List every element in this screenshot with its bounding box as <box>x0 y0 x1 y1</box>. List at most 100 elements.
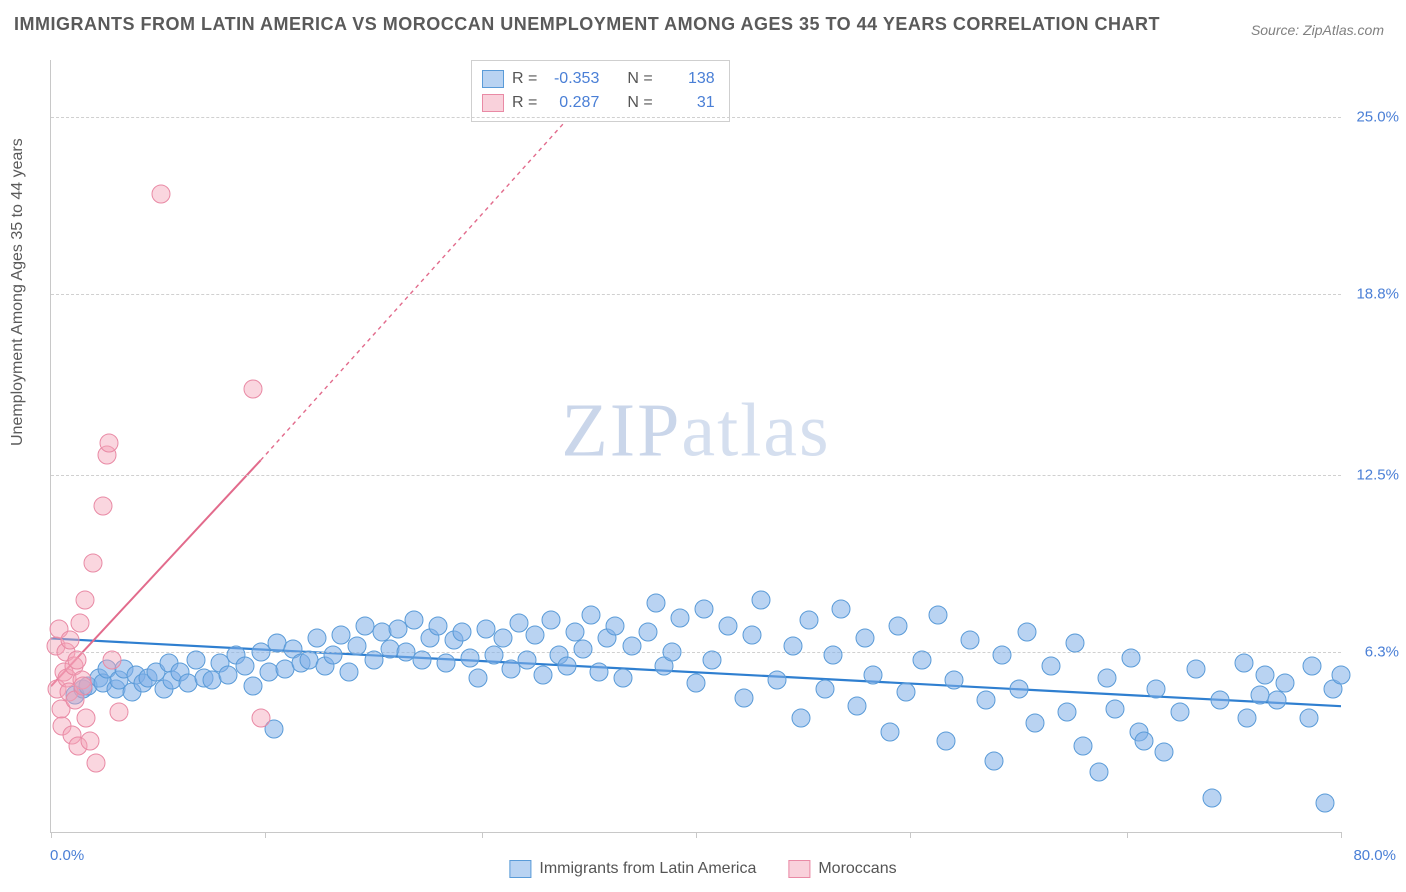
data-point <box>493 628 512 647</box>
data-point <box>945 671 964 690</box>
y-tick-label: 6.3% <box>1347 643 1399 660</box>
data-point <box>151 185 170 204</box>
data-point <box>1238 708 1257 727</box>
data-point <box>348 637 367 656</box>
data-point <box>404 611 423 630</box>
data-point <box>67 651 86 670</box>
data-point <box>251 708 270 727</box>
data-point <box>1275 674 1294 693</box>
data-point <box>1302 657 1321 676</box>
data-point <box>1146 680 1165 699</box>
r-value: -0.353 <box>545 70 599 88</box>
data-point <box>1090 762 1109 781</box>
data-point <box>1041 657 1060 676</box>
data-point <box>622 637 641 656</box>
y-tick-label: 18.8% <box>1347 286 1399 303</box>
y-tick-label: 12.5% <box>1347 466 1399 483</box>
data-point <box>1106 700 1125 719</box>
data-point <box>880 722 899 741</box>
n-value: 138 <box>661 70 715 88</box>
trend-lines <box>51 60 1341 832</box>
x-tick <box>1341 832 1342 838</box>
data-point <box>791 708 810 727</box>
data-point <box>187 651 206 670</box>
data-point <box>1065 634 1084 653</box>
watermark-zip: ZIP <box>561 388 681 472</box>
data-point <box>985 751 1004 770</box>
stat-row: R =0.287N =31 <box>482 91 715 115</box>
data-point <box>590 662 609 681</box>
data-point <box>799 611 818 630</box>
data-point <box>888 617 907 636</box>
gridline <box>51 294 1341 295</box>
data-point <box>525 625 544 644</box>
legend-item: Moroccans <box>788 860 896 878</box>
data-point <box>646 594 665 613</box>
data-point <box>1211 691 1230 710</box>
data-point <box>896 682 915 701</box>
data-point <box>977 691 996 710</box>
data-point <box>928 605 947 624</box>
x-tick <box>696 832 697 838</box>
data-point <box>1135 731 1154 750</box>
data-point <box>1017 622 1036 641</box>
data-point <box>1203 788 1222 807</box>
data-point <box>582 605 601 624</box>
data-point <box>848 697 867 716</box>
data-point <box>83 554 102 573</box>
data-point <box>832 599 851 618</box>
legend-label: Moroccans <box>818 860 896 878</box>
data-point <box>856 628 875 647</box>
data-point <box>340 662 359 681</box>
n-label: N = <box>627 70 652 88</box>
data-point <box>87 754 106 773</box>
n-label: N = <box>627 94 652 112</box>
data-point <box>695 599 714 618</box>
data-point <box>1267 691 1286 710</box>
legend-label: Immigrants from Latin America <box>539 860 756 878</box>
r-label: R = <box>512 94 537 112</box>
data-point <box>1299 708 1318 727</box>
legend-swatch <box>482 70 504 88</box>
data-point <box>429 617 448 636</box>
source-attribution: Source: ZipAtlas.com <box>1251 22 1384 38</box>
x-tick <box>265 832 266 838</box>
n-value: 31 <box>661 94 715 112</box>
data-point <box>614 668 633 687</box>
data-point <box>574 640 593 659</box>
data-point <box>1074 737 1093 756</box>
x-axis-min: 0.0% <box>50 847 84 864</box>
data-point <box>1186 660 1205 679</box>
data-point <box>1154 742 1173 761</box>
data-point <box>703 651 722 670</box>
y-tick-label: 25.0% <box>1347 109 1399 126</box>
data-point <box>103 651 122 670</box>
data-point <box>100 434 119 453</box>
data-point <box>566 622 585 641</box>
data-point <box>485 645 504 664</box>
data-point <box>1332 665 1351 684</box>
data-point <box>719 617 738 636</box>
chart-title: IMMIGRANTS FROM LATIN AMERICA VS MOROCCA… <box>14 14 1160 35</box>
data-point <box>816 680 835 699</box>
data-point <box>670 608 689 627</box>
data-point <box>61 631 80 650</box>
data-point <box>662 642 681 661</box>
data-point <box>93 497 112 516</box>
gridline <box>51 475 1341 476</box>
data-point <box>80 731 99 750</box>
data-point <box>412 651 431 670</box>
data-point <box>783 637 802 656</box>
data-point <box>638 622 657 641</box>
data-point <box>1009 680 1028 699</box>
y-axis-label: Unemployment Among Ages 35 to 44 years <box>9 138 27 446</box>
data-point <box>1098 668 1117 687</box>
data-point <box>324 645 343 664</box>
data-point <box>437 654 456 673</box>
x-tick <box>482 832 483 838</box>
data-point <box>735 688 754 707</box>
data-point <box>461 648 480 667</box>
data-point <box>936 731 955 750</box>
x-tick <box>51 832 52 838</box>
data-point <box>243 379 262 398</box>
